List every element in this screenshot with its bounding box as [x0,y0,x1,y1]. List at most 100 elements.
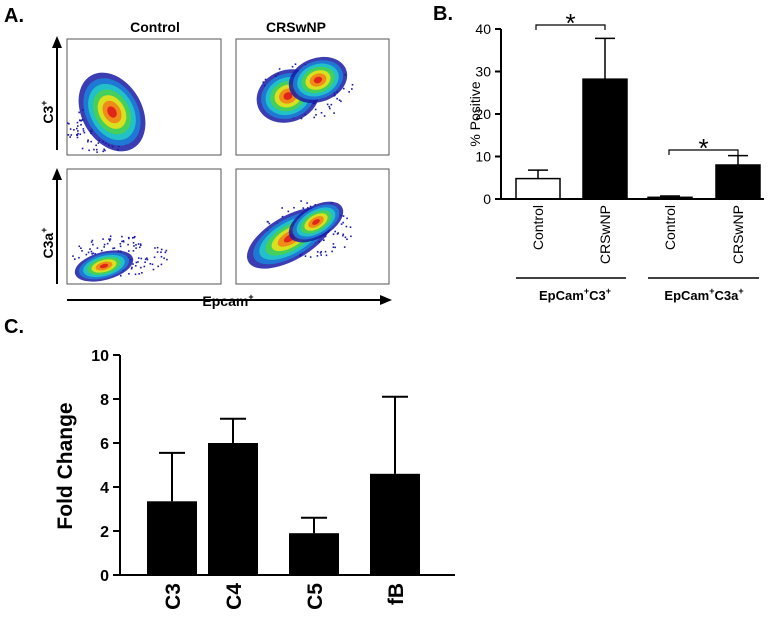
flow-event-dot [351,88,353,90]
chart-b-group-1-sup: + [584,286,589,296]
flow-event-dot [320,111,323,114]
flow-event-dot [342,234,344,237]
chart-b-annotations: ** [535,8,739,163]
flow-event-dot [67,122,69,124]
flow-event-dot [73,129,75,131]
flow-event-dot [306,202,308,204]
chart-b-bar-3 [715,164,761,200]
flow-row-label-c3: C3+ [39,100,56,123]
chart-b-group-2-base: EpCam [664,288,709,303]
chart-c-error-bars [159,395,408,534]
chart-b-error-bars [528,37,748,198]
chart-c-x-label-2: C5 [304,583,327,610]
chart-c-y-tick-label-5: 10 [91,348,109,365]
flow-event-dot [166,258,168,261]
chart-b-x-labels: Control CRSwNP Control CRSwNP [530,205,746,264]
flow-event-dot [82,130,85,132]
flow-event-dot [113,247,116,249]
chart-b-y-tick-label-1: 10 [475,149,491,165]
flow-event-dot [342,215,345,217]
flow-event-dot [338,99,341,102]
flow-event-dot [314,108,317,111]
flow-density-crswnp-c3 [256,56,354,123]
flow-event-dot [316,251,319,253]
flow-event-dot [332,246,335,249]
flow-event-dot [76,121,79,124]
flow-event-dot [108,239,111,242]
chart-b-y-tick-label-0: 0 [483,191,491,207]
chart-c-y-tick-label-0: 0 [100,568,109,585]
flow-event-dot [78,119,81,122]
flow-event-dot [157,265,159,268]
chart-b-group-1-tail-sup: + [606,286,611,296]
chart-c-x-label-1: C4 [223,583,246,610]
flow-event-dot [119,245,122,248]
flow-event-dot [134,265,137,267]
flow-event-dot [291,65,294,68]
flow-event-dot [281,215,284,218]
flow-event-dot [332,243,335,245]
flow-event-dot [127,250,130,252]
flow-x-label-base: Epcam [202,293,248,309]
chart-b-x-label-2: Control [662,205,678,250]
flow-event-dot [351,83,354,86]
flow-event-dot [320,250,323,253]
flow-event-dot [77,132,79,135]
flow-event-dot [92,252,94,255]
chart-c-y-tick-label-4: 8 [100,392,109,409]
flow-event-dot [160,248,163,251]
flow-event-dot [319,252,322,254]
flow-event-dot [294,63,297,66]
flow-col-label-control: Control [130,19,180,35]
flow-event-dot [67,134,68,136]
flow-event-dot [342,233,345,236]
flow-event-dot [264,78,267,81]
flow-event-dot [104,149,106,152]
flow-event-dot [97,142,100,144]
flow-row-label-c3-base: C3 [40,105,56,123]
flow-event-dot [137,257,140,259]
flow-event-dot [68,122,70,125]
flow-event-dot [144,258,147,261]
flow-event-dot [149,262,152,265]
flow-event-dot [90,241,93,243]
flow-event-dot [96,151,98,153]
flow-event-dot [138,272,140,275]
flow-event-dot [278,68,281,70]
flow-event-dot [103,246,105,248]
flow-event-dot [133,235,136,238]
flow-event-dot [156,246,159,249]
flow-event-dot [332,233,335,235]
chart-c: 0 2 4 6 8 10 Fold Change C3 C4 C5 fB [54,348,455,610]
flow-event-dot [281,207,283,209]
chart-b-y-ticks: 0 10 20 30 40 [475,21,501,207]
flow-row-label-c3a-sup: + [39,228,49,233]
flow-event-dot [146,258,149,261]
flow-event-dot [139,243,142,246]
flow-event-dot [69,128,72,130]
flow-event-dot [82,128,85,130]
chart-b-y-tick-label-4: 40 [475,21,491,37]
flow-event-dot [78,245,81,248]
flow-event-dot [154,247,156,249]
flow-row2-y-arrowhead [52,168,62,180]
flow-event-dot [151,263,154,266]
flow-event-dot [323,239,325,242]
flow-event-dot [330,103,333,106]
chart-b-x-label-3: CRSwNP [730,205,746,264]
chart-b-group-label-2: EpCam+C3a+ [664,286,743,303]
flow-event-dot [133,245,135,247]
flow-event-dot [262,81,265,84]
flow-event-dot [141,272,143,274]
flow-event-dot [108,238,110,240]
flow-event-dot [334,246,336,249]
flow-event-dot [81,119,84,121]
flow-event-dot [140,257,143,260]
chart-c-x-label-0: C3 [162,583,185,610]
flow-event-dot [135,244,137,246]
flow-event-dot [121,235,123,238]
chart-b-x-label-0: Control [530,205,546,250]
flow-event-dot [130,267,133,270]
flow-event-dot [144,261,146,264]
